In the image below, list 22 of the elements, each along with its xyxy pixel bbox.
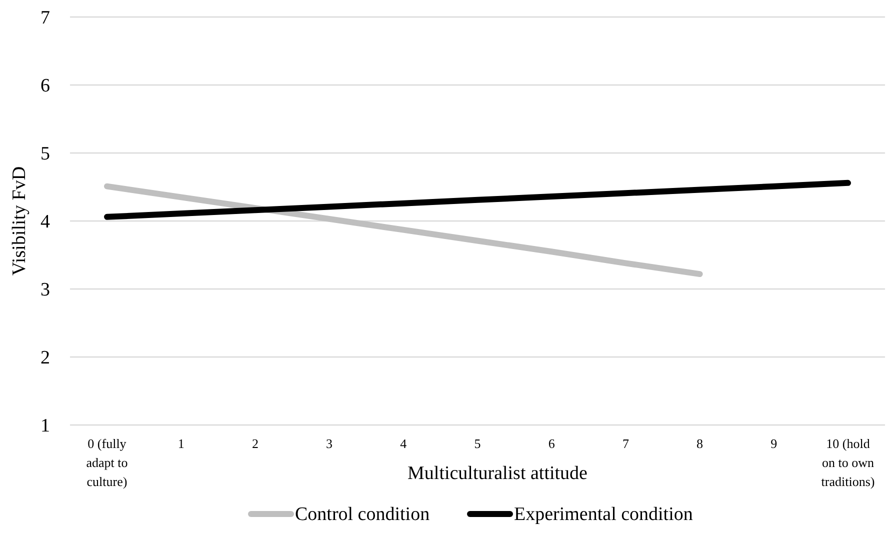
y-tick-label: 3: [40, 280, 50, 301]
x-tick-label: 9: [770, 436, 778, 451]
y-tick-label: 1: [40, 416, 50, 437]
x-tick-label: 4: [400, 436, 408, 451]
y-tick-label: 7: [40, 8, 50, 29]
x-axis-title: Multiculturalist attitude: [408, 463, 588, 484]
legend-label: Control condition: [295, 504, 430, 525]
x-tick-label: 6: [548, 436, 556, 451]
x-tick-label: 8: [696, 436, 704, 451]
y-tick-label: 4: [40, 212, 50, 233]
x-tick-label: 0 (fully adapt to culture): [86, 436, 128, 489]
y-axis-title: Visibility FvD: [9, 166, 30, 276]
x-tick-label: 5: [474, 436, 481, 451]
x-tick-label: 1: [178, 436, 184, 451]
y-tick-label: 6: [40, 76, 50, 97]
x-tick-label: 2: [252, 436, 258, 451]
y-tick-label: 2: [40, 348, 50, 369]
x-tick-label: 10 (hold on to own traditions): [821, 436, 875, 489]
x-tick-label: 7: [622, 436, 630, 451]
y-tick-label: 5: [40, 144, 50, 165]
legend-label: Experimental condition: [514, 504, 694, 525]
x-tick-label: 3: [326, 436, 333, 451]
